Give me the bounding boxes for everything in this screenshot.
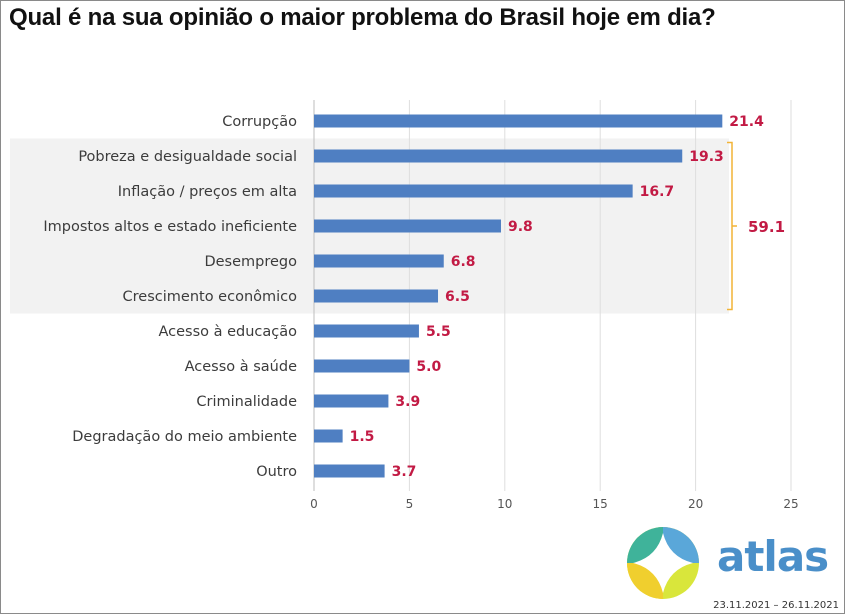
x-tick-label: 10 [497, 497, 512, 511]
value-label: 19.3 [689, 149, 724, 165]
x-tick-label: 20 [688, 497, 703, 511]
category-label: Pobreza e desigualdade social [78, 149, 297, 165]
bar [314, 464, 385, 478]
group-total-label: 59.1 [748, 218, 785, 236]
group-bracket [727, 141, 737, 311]
bar [314, 324, 419, 338]
x-tick-label: 5 [406, 497, 414, 511]
category-label: Acesso à saúde [185, 359, 297, 375]
category-label: Desemprego [204, 254, 297, 270]
bar [314, 149, 683, 163]
value-label: 6.5 [445, 289, 470, 305]
x-tick-label: 0 [310, 497, 318, 511]
value-label: 21.4 [729, 114, 764, 130]
category-label: Inflação / preços em alta [118, 184, 297, 200]
value-label: 16.7 [640, 184, 675, 200]
bar [314, 219, 501, 233]
bar [314, 429, 343, 443]
category-label: Criminalidade [196, 394, 297, 410]
category-label: Degradação do meio ambiente [72, 429, 297, 445]
chart-title: Qual é na sua opinião o maior problema d… [9, 4, 716, 31]
category-label: Impostos altos e estado ineficiente [43, 219, 297, 235]
bar [314, 254, 444, 268]
value-label: 1.5 [350, 429, 375, 445]
value-label: 6.8 [451, 254, 476, 270]
category-label: Acesso à educação [158, 324, 297, 340]
bar [314, 289, 439, 303]
bar [314, 359, 410, 373]
value-label: 5.5 [426, 324, 451, 340]
date-range: 23.11.2021 – 26.11.2021 [713, 600, 839, 611]
category-label: Corrupção [222, 114, 297, 130]
x-tick-label: 15 [593, 497, 608, 511]
bar [314, 114, 723, 128]
value-label: 3.7 [392, 464, 417, 480]
brand-name: atlas [717, 532, 829, 581]
bar [314, 184, 633, 198]
category-label: Outro [256, 464, 297, 480]
category-label: Crescimento econômico [123, 289, 298, 305]
x-tick-label: 25 [783, 497, 798, 511]
value-label: 5.0 [416, 359, 441, 375]
value-label: 3.9 [395, 394, 420, 410]
atlas-logo-icon [627, 527, 699, 599]
bar [314, 394, 389, 408]
value-label: 9.8 [508, 219, 533, 235]
